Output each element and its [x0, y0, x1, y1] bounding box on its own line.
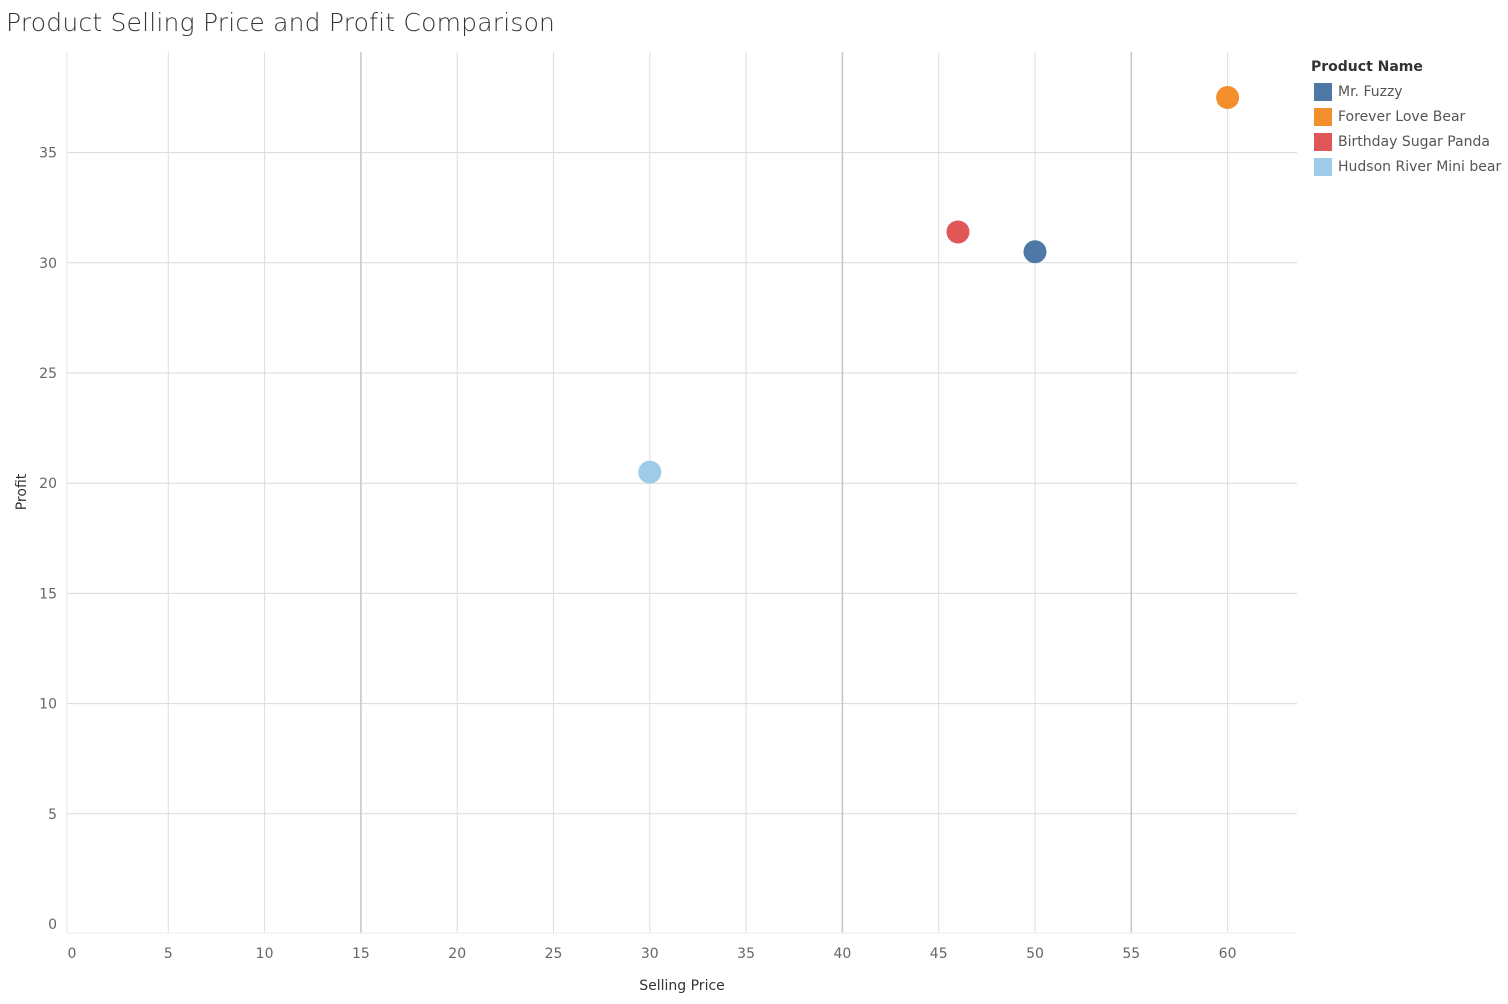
legend-items: Mr. Fuzzy Forever Love Bear Birthday Sugar… — [1311, 79, 1501, 179]
y-tick-label: 10 — [39, 697, 57, 713]
axes — [66, 52, 1297, 934]
legend-title: Product Name — [1311, 59, 1423, 75]
legend-label: Mr. Fuzzy — [1338, 83, 1403, 100]
legend-item[interactable]: Hudson River Mini bear — [1311, 154, 1501, 179]
legend-swatch — [1314, 107, 1332, 126]
y-axis-label: Profit — [14, 473, 30, 510]
x-tick-label: 55 — [1122, 946, 1140, 962]
data-point-birthday-sugar-panda — [946, 220, 970, 244]
x-axis-label: Selling Price — [639, 978, 725, 994]
data-point-hudson-river-mini-bear — [638, 460, 662, 484]
y-tick-label: 35 — [39, 146, 57, 162]
x-tick-label: 10 — [256, 946, 274, 962]
legend-item[interactable]: Mr. Fuzzy — [1311, 79, 1501, 104]
legend: Product Name Mr. Fuzzy Forever Love Bear B… — [1311, 59, 1501, 179]
x-tick-label: 5 — [164, 946, 173, 962]
legend-label: Forever Love Bear — [1338, 108, 1466, 125]
y-tick-label: 20 — [39, 476, 57, 492]
x-tick-label: 35 — [737, 946, 755, 962]
legend-item[interactable]: Forever Love Bear — [1311, 104, 1501, 129]
chart-title: Product Selling Price and Profit Compari… — [6, 8, 556, 37]
legend-swatch — [1314, 132, 1332, 151]
y-tick-label: 5 — [48, 807, 57, 823]
x-tick-label: 45 — [930, 946, 948, 962]
legend-item[interactable]: Birthday Sugar Panda — [1311, 129, 1501, 154]
y-tick-labels: 0 5 10 15 20 25 30 35 — [39, 146, 57, 933]
legend-swatch — [1314, 157, 1332, 176]
grid-lines — [67, 52, 1297, 933]
x-tick-label: 60 — [1219, 946, 1237, 962]
y-tick-label: 25 — [39, 366, 57, 382]
data-point-forever-love-bear — [1216, 86, 1240, 109]
y-tick-label: 30 — [39, 256, 57, 272]
x-tick-label: 25 — [545, 946, 563, 962]
y-tick-label: 0 — [48, 917, 57, 933]
x-tick-label: 40 — [833, 946, 851, 962]
x-tick-label: 30 — [641, 946, 659, 962]
x-tick-labels: 0 5 10 15 20 25 30 35 40 45 50 55 60 — [68, 946, 1237, 962]
x-tick-label: 15 — [352, 946, 370, 962]
data-points — [638, 86, 1240, 484]
x-tick-label: 0 — [68, 946, 77, 962]
x-tick-label: 20 — [448, 946, 466, 962]
legend-label: Birthday Sugar Panda — [1338, 133, 1490, 150]
data-point-mr-fuzzy — [1023, 240, 1047, 264]
legend-swatch — [1314, 82, 1332, 101]
y-tick-label: 15 — [39, 586, 57, 602]
x-tick-label: 50 — [1026, 946, 1044, 962]
legend-label: Hudson River Mini bear — [1338, 158, 1502, 175]
